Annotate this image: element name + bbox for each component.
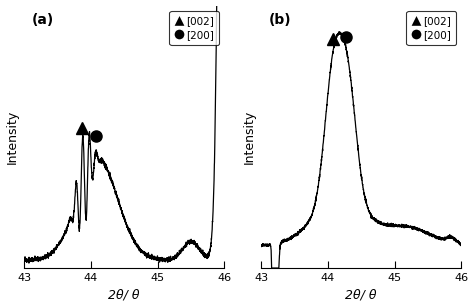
X-axis label: 2θ/ θ: 2θ/ θ xyxy=(346,289,377,301)
X-axis label: 2θ/ θ: 2θ/ θ xyxy=(109,289,140,301)
Text: (b): (b) xyxy=(269,14,292,27)
Y-axis label: Intensity: Intensity xyxy=(6,110,18,164)
Text: (a): (a) xyxy=(32,14,55,27)
Legend: [002], [200]: [002], [200] xyxy=(169,11,219,45)
Y-axis label: Intensity: Intensity xyxy=(243,110,255,164)
Legend: [002], [200]: [002], [200] xyxy=(406,11,456,45)
